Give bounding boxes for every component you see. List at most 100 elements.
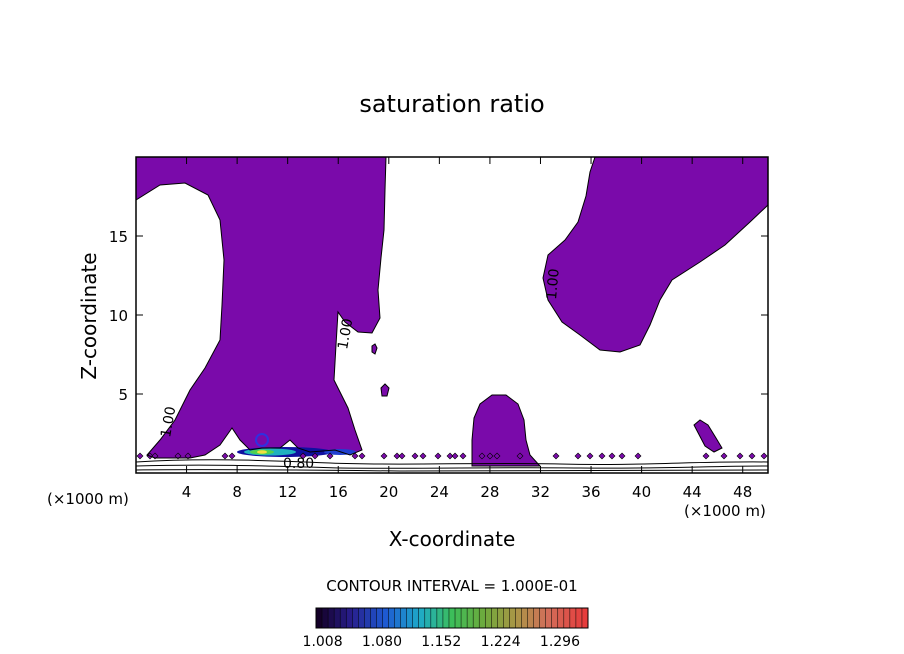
base-marker [299,452,307,460]
base-marker [221,452,229,460]
base-marker [411,452,419,460]
colorbar-cell [497,608,504,628]
base-marker [598,452,606,460]
contour-labels: 1.00 1.00 1.00 0.80 [158,268,563,472]
x-tick-label: 36 [581,483,600,501]
colorbar-cell [394,608,401,628]
base-marker [326,452,334,460]
colorbar-tick-label: 1.224 [481,634,521,650]
base-marker [760,452,768,460]
colorbar-cell [352,608,359,628]
colorbar-tick-label: 1.008 [303,634,343,650]
colorbar-ticks: 1.008 1.080 1.152 1.224 1.296 [303,634,581,650]
right-plume [543,157,768,352]
colorbar-cell [515,608,522,628]
colorbar-tick-label: 1.152 [421,634,461,650]
base-marker [486,452,494,460]
colorbar-cell [539,608,546,628]
colorbar-cell [527,608,534,628]
colorbar-cell [346,608,353,628]
x-tick-label: 16 [329,483,348,501]
y-tick-label: 15 [109,228,128,246]
x-axis-title: X-coordinate [389,527,516,551]
contour-line [542,156,769,353]
colorbar-cell [376,608,383,628]
colorbar-cell [424,608,432,628]
ground-contours [135,459,769,472]
base-marker [748,452,756,460]
base-marker [358,452,366,460]
colorbar-cell [545,608,553,628]
colorbar-cell [473,608,480,628]
base-marker [720,452,728,460]
x-unit-left: (×1000 m) [47,490,129,508]
colorbar-cell [455,608,462,628]
colorbar-cell [533,608,540,628]
colorbar-cell [503,608,510,628]
y-tick-label: 10 [109,307,128,325]
base-marker [478,452,486,460]
colorbar-cell [448,608,456,628]
colorbar-cell [412,608,420,628]
base-marker [434,452,442,460]
base-marker [380,452,388,460]
x-tick-label: 44 [683,483,702,501]
base-marker [351,452,359,460]
base-marker [228,452,236,460]
contour-line [380,383,390,397]
base-marker [634,452,642,460]
colorbar-cell [569,608,577,628]
x-tick-label: 8 [232,483,242,501]
base-marker [446,452,454,460]
y-tick-label: 5 [118,386,128,404]
colorbar-cell [340,608,347,628]
colorbar-cell [418,608,426,628]
y-axis-title: Z-coordinate [77,252,101,379]
left-plume [136,157,386,458]
contour-line [371,343,378,355]
blob-b [381,384,389,396]
contour-label: 1.00 [544,268,563,300]
colorbar-cell [551,608,559,628]
x-tick-label: 48 [733,483,752,501]
colorbar-cell [406,608,414,628]
colorbar-cell [563,608,571,628]
contour-line [135,156,387,459]
x-unit-right: (×1000 m) [684,502,766,520]
colorbar-frame [315,607,589,629]
colorbar-cell [485,608,492,628]
x-tick-label: 40 [632,483,651,501]
colorbar [315,608,589,628]
contour-line [693,419,723,453]
base-marker [451,452,459,460]
colorbar-cell [581,608,589,628]
colorbar-cell [479,608,486,628]
contour-label: 1.00 [158,405,179,438]
colorbar-cell [382,608,389,628]
contour-regions [136,157,768,466]
contour-outlines [135,156,769,467]
colorbar-cell [400,608,407,628]
base-marker [311,452,319,460]
y-axis: 5 10 15 [109,228,768,404]
contour-label: 0.80 [283,456,314,472]
colorbar-cell [509,608,516,628]
colorbar-cell [358,608,365,628]
colorbar-cell [575,608,583,628]
base-marker [493,452,501,460]
colorbar-cell [316,608,323,628]
base-marker [736,452,744,460]
colorbar-cell [328,608,335,628]
contour-line [471,394,542,467]
colorbar-cell [370,608,377,628]
base-marker [618,452,626,460]
x-tick-label: 32 [531,483,550,501]
base-marker [552,452,560,460]
x-tick-label: 28 [480,483,499,501]
colorbar-cell [491,608,498,628]
contour-interval: CONTOUR INTERVAL = 1.000E-01 [326,577,577,595]
contour-label: 1.00 [335,317,356,350]
colorbar-cell [521,608,528,628]
base-marker [586,452,594,460]
